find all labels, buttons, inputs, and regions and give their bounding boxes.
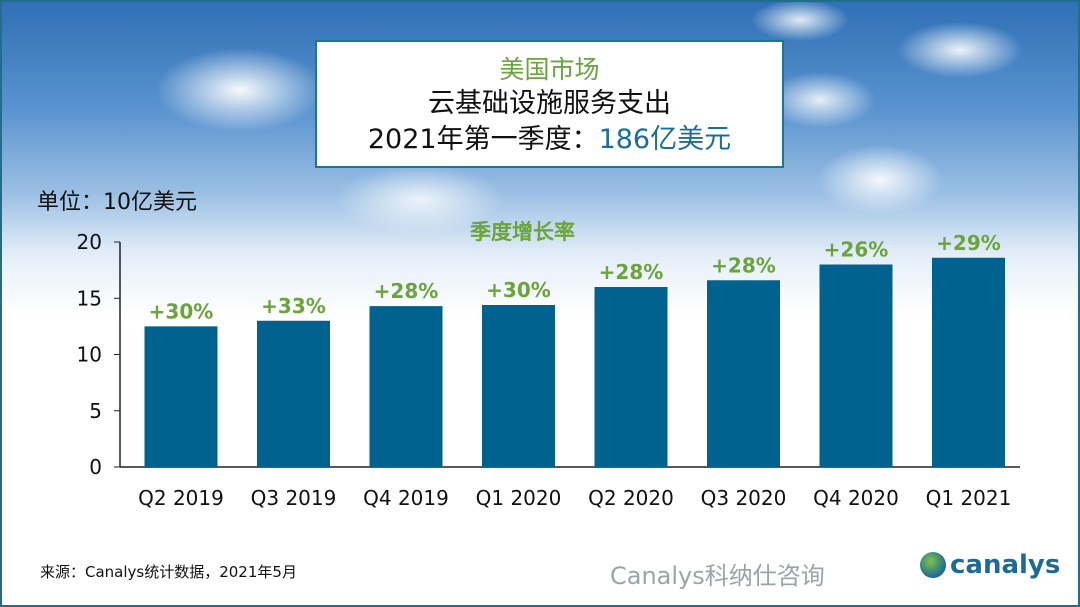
title-box: 美国市场 云基础设施服务支出 2021年第一季度：186亿美元 [315, 40, 784, 168]
growth-label: +30% [486, 278, 551, 302]
growth-label: +28% [374, 279, 439, 303]
x-tick-label: Q1 2020 [476, 486, 562, 510]
title-subject: 云基础设施服务支出 [428, 88, 671, 119]
bar [819, 264, 893, 467]
growth-label: +33% [261, 294, 326, 318]
source-note: 来源：Canalys统计数据，2021年5月 [40, 563, 297, 581]
x-tick-label: Q2 2019 [138, 486, 224, 510]
bar [594, 287, 668, 467]
x-tick-label: Q2 2020 [588, 486, 674, 510]
bar [257, 320, 330, 467]
y-tick-label: 0 [89, 455, 102, 479]
bar [369, 306, 443, 467]
canalys-logo: canalys [920, 550, 1060, 580]
growth-label: +28% [599, 260, 664, 284]
globe-icon [920, 552, 946, 578]
x-tick-label: Q1 2021 [926, 486, 1012, 510]
growth-label: +30% [149, 299, 214, 323]
unit-label: 单位：10亿美元 [37, 190, 197, 215]
y-tick-label: 10 [77, 343, 102, 367]
x-tick-label: Q4 2019 [363, 486, 449, 510]
y-tick-label: 15 [77, 286, 102, 310]
growth-label: +26% [824, 238, 889, 262]
y-tick-label: 20 [77, 230, 102, 254]
title-period: 2021年第一季度： [367, 124, 599, 155]
x-tick-label: Q3 2019 [251, 486, 337, 510]
growth-label: +29% [936, 231, 1001, 255]
title-total: 2021年第一季度：186亿美元 [317, 122, 782, 158]
watermark: Canalys科纳仕咨询 [610, 562, 825, 590]
logo-wordmark: canalys [950, 550, 1061, 580]
growth-rate-title: 季度增长率 [470, 220, 575, 244]
bar [707, 280, 780, 467]
title-amount: 186亿美元 [598, 124, 732, 155]
title-market: 美国市场 [499, 55, 600, 84]
growth-label: +28% [711, 253, 776, 277]
y-tick-label: 5 [89, 399, 102, 423]
bar [482, 305, 555, 467]
x-tick-label: Q4 2020 [813, 486, 899, 510]
bar [144, 326, 218, 467]
bar [932, 257, 1005, 467]
x-tick-label: Q3 2020 [701, 486, 787, 510]
